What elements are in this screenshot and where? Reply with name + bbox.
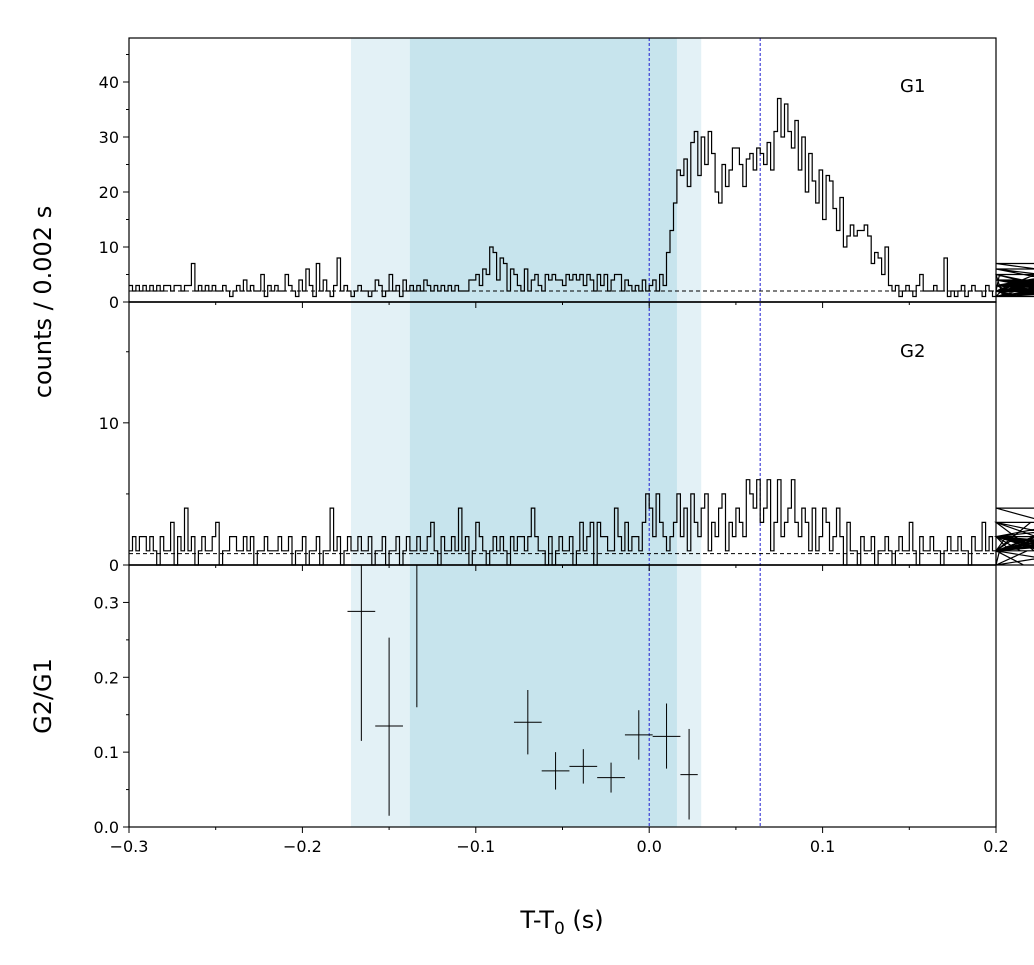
panel-label-g2: G2 [900, 341, 925, 362]
y-tick-label: 40 [99, 73, 119, 92]
x-axis-label-main: T-T [519, 906, 554, 934]
histogram-step-line [129, 479, 1034, 566]
y-tick-label: 10 [99, 414, 119, 433]
y-tick-label: 0 [109, 293, 119, 312]
x-axis-label-units: (s) [565, 906, 604, 934]
x-tick-label: 0.2 [983, 837, 1008, 856]
reference-lines [648, 38, 761, 827]
x-axis-label-subscript: 0 [554, 919, 565, 939]
shaded-regions [350, 38, 702, 827]
x-axis-label: T-T0 (s) [519, 906, 603, 939]
histogram-step-line [129, 97, 1034, 298]
x-tick-label: −0.1 [456, 837, 495, 856]
panel-ratio: 0.0 0.1 0.2 0.3 [94, 565, 698, 837]
y-tick-label: 0.3 [94, 593, 119, 612]
y-tick-label: 0.1 [94, 743, 119, 762]
x-tick-label: −0.2 [283, 837, 322, 856]
y-tick-label: 0 [109, 556, 119, 575]
y-axis-label-counts: counts / 0.002 s [29, 206, 57, 398]
y-tick-label: 10 [99, 238, 119, 257]
x-axis: −0.3 −0.2 −0.1 0.0 0.1 0.2 [110, 302, 1009, 856]
y-tick-label: 20 [99, 183, 119, 202]
y-tick-label: 30 [99, 128, 119, 147]
inner-interval-band [409, 38, 677, 827]
y-axis-label-ratio: G2/G1 [29, 658, 57, 734]
y-tick-label: 0.2 [94, 668, 119, 687]
x-tick-label: 0.1 [810, 837, 835, 856]
x-tick-label: −0.3 [110, 837, 149, 856]
y-tick-label: 0.0 [94, 818, 119, 837]
x-tick-label: 0.0 [636, 837, 661, 856]
panel-label-g1: G1 [900, 76, 925, 97]
